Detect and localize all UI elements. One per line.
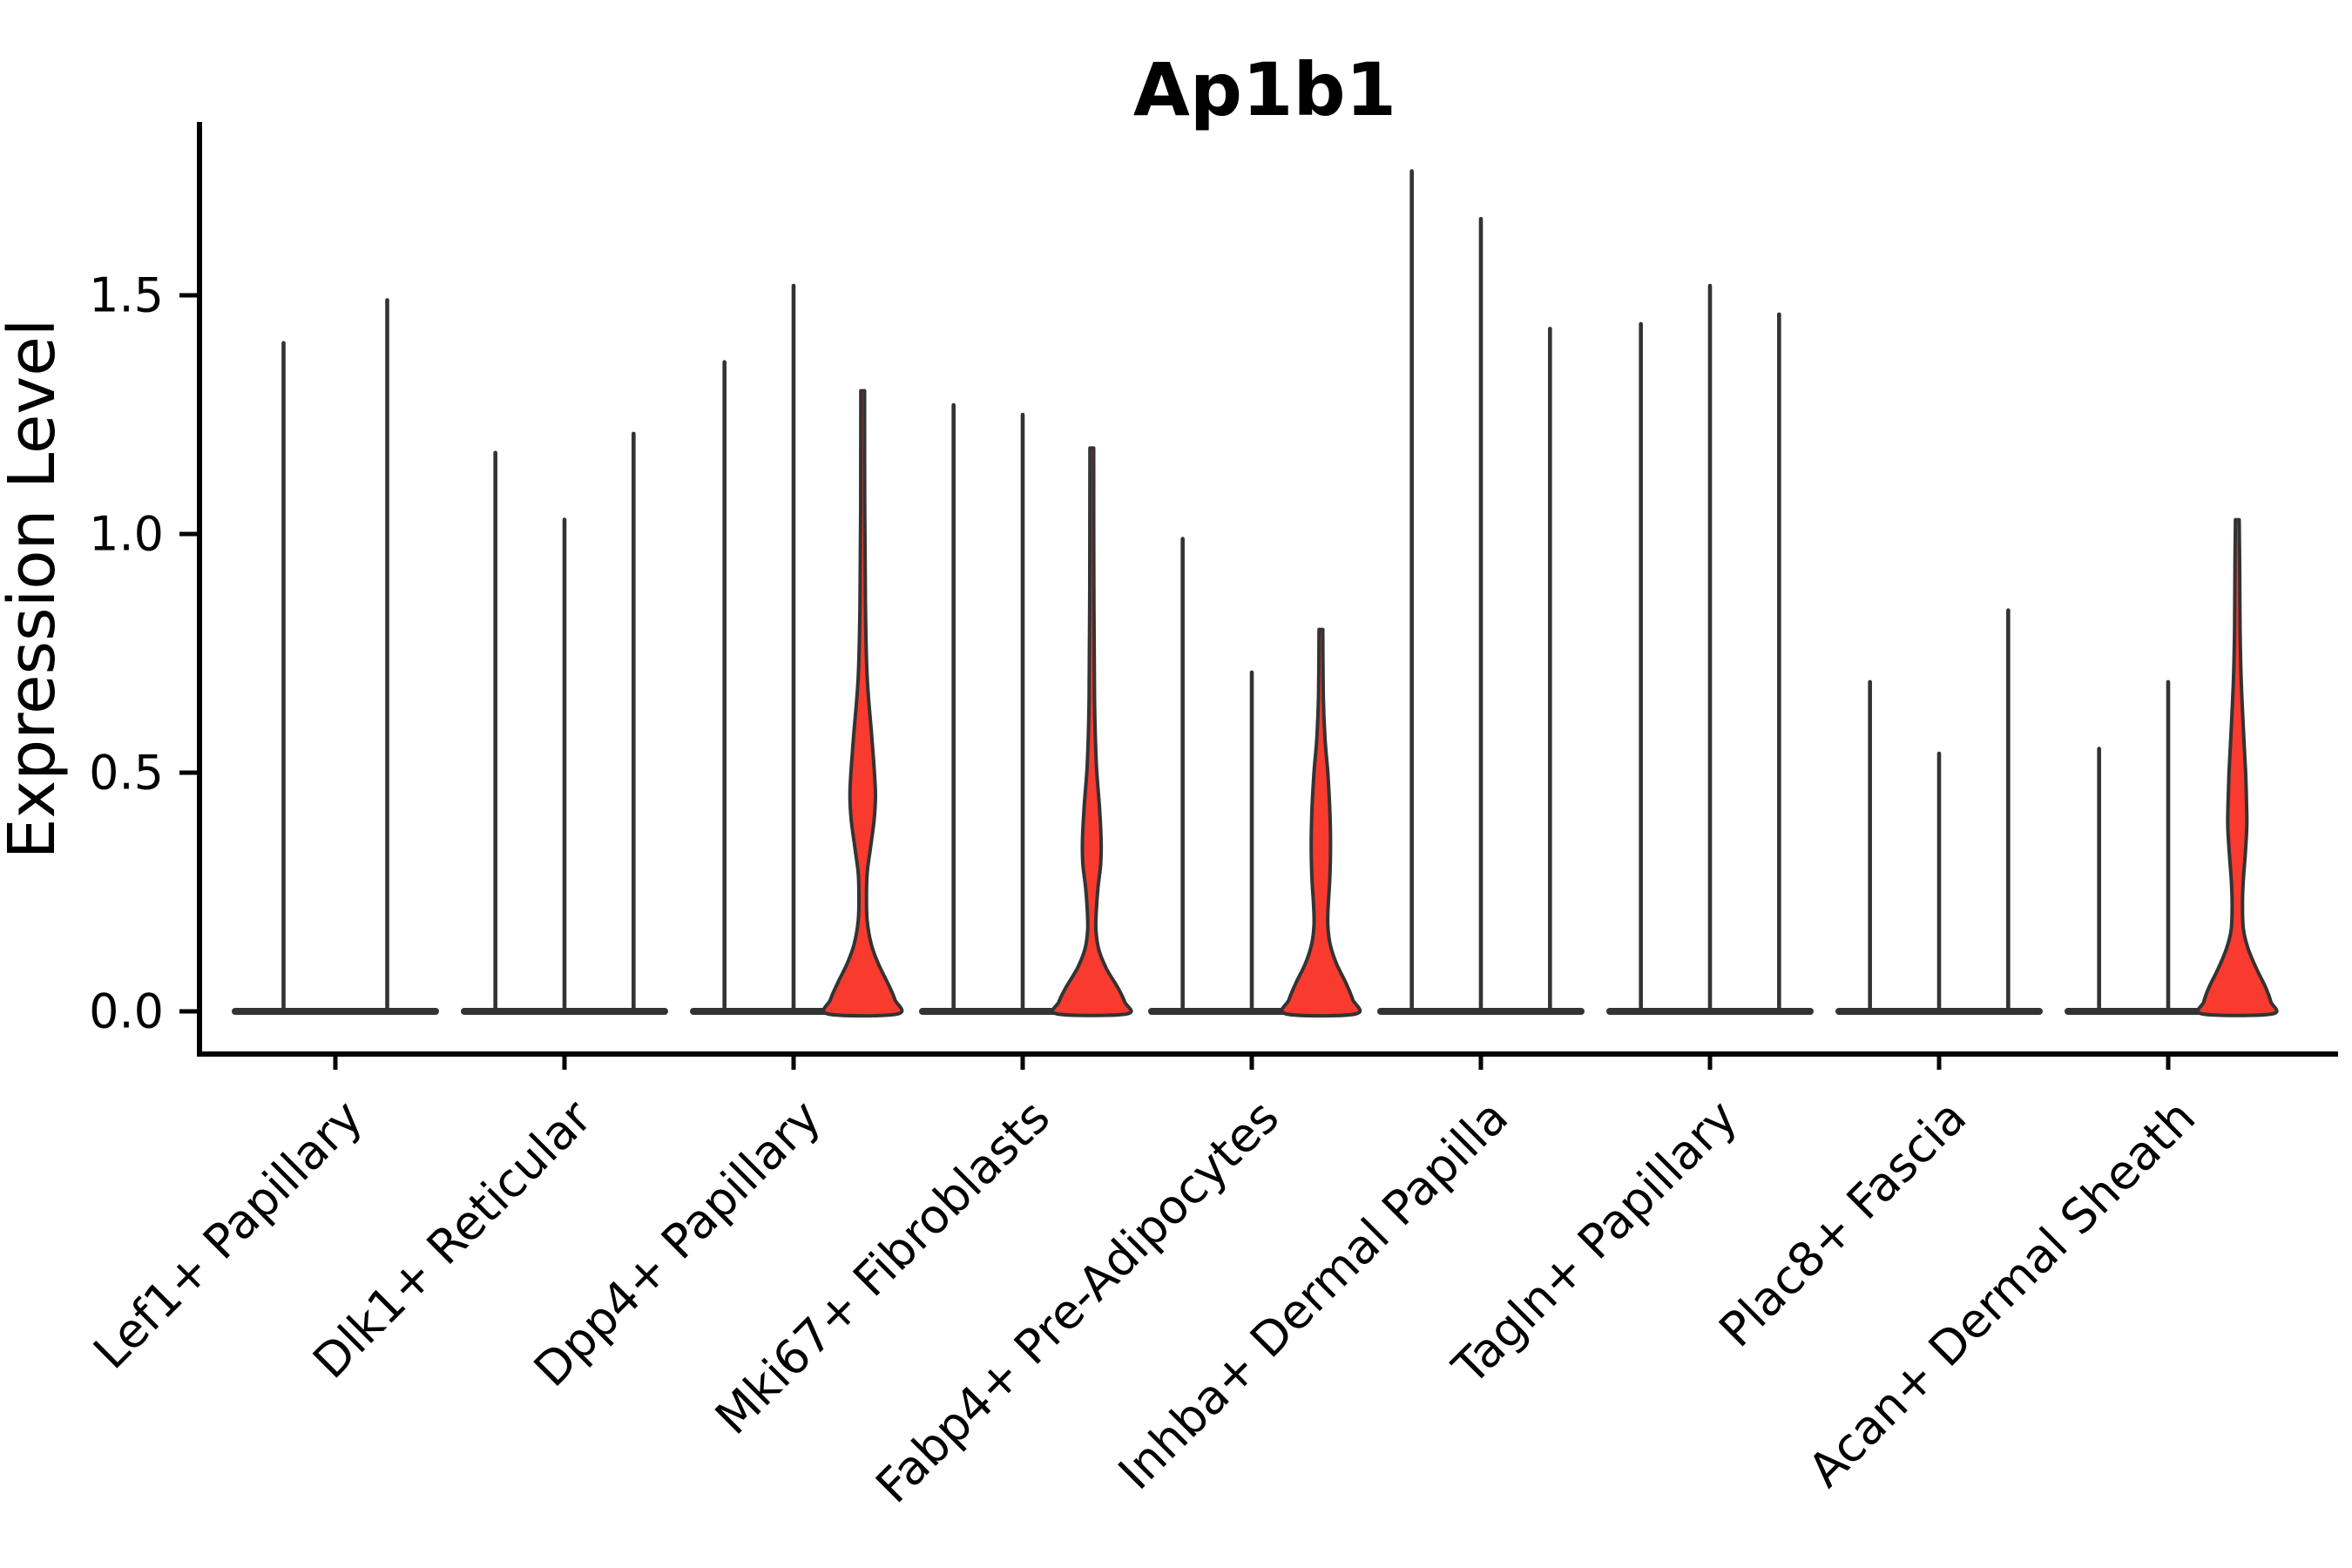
- x-tick-label: Inhba+ Dermal Papilla: [1108, 1090, 1518, 1500]
- y-tick-label-0: 0.0: [89, 984, 164, 1039]
- y-ticks: [179, 293, 199, 1014]
- violin-highlighted: [1280, 627, 1362, 1018]
- y-tick-label-2: 1.0: [89, 507, 164, 562]
- violin-highlighted: [2196, 517, 2279, 1017]
- y-axis-label: Expression Level: [0, 319, 70, 860]
- page-title: Ap1b1: [1133, 47, 1396, 132]
- violin-highlighted: [821, 389, 904, 1018]
- x-tick-label: Fabp4+ Pre-Adipocytes: [865, 1090, 1289, 1514]
- x-tick-label: Acan+ Dermal Sheath: [1798, 1090, 2206, 1497]
- y-tick-label-3: 1.5: [89, 268, 164, 323]
- violin-highlighted: [1051, 446, 1133, 1017]
- violins-layer: [232, 169, 2279, 1018]
- y-tick-label-1: 0.5: [89, 746, 164, 801]
- x-tick-label: Plac8+ Fascia: [1708, 1090, 1977, 1358]
